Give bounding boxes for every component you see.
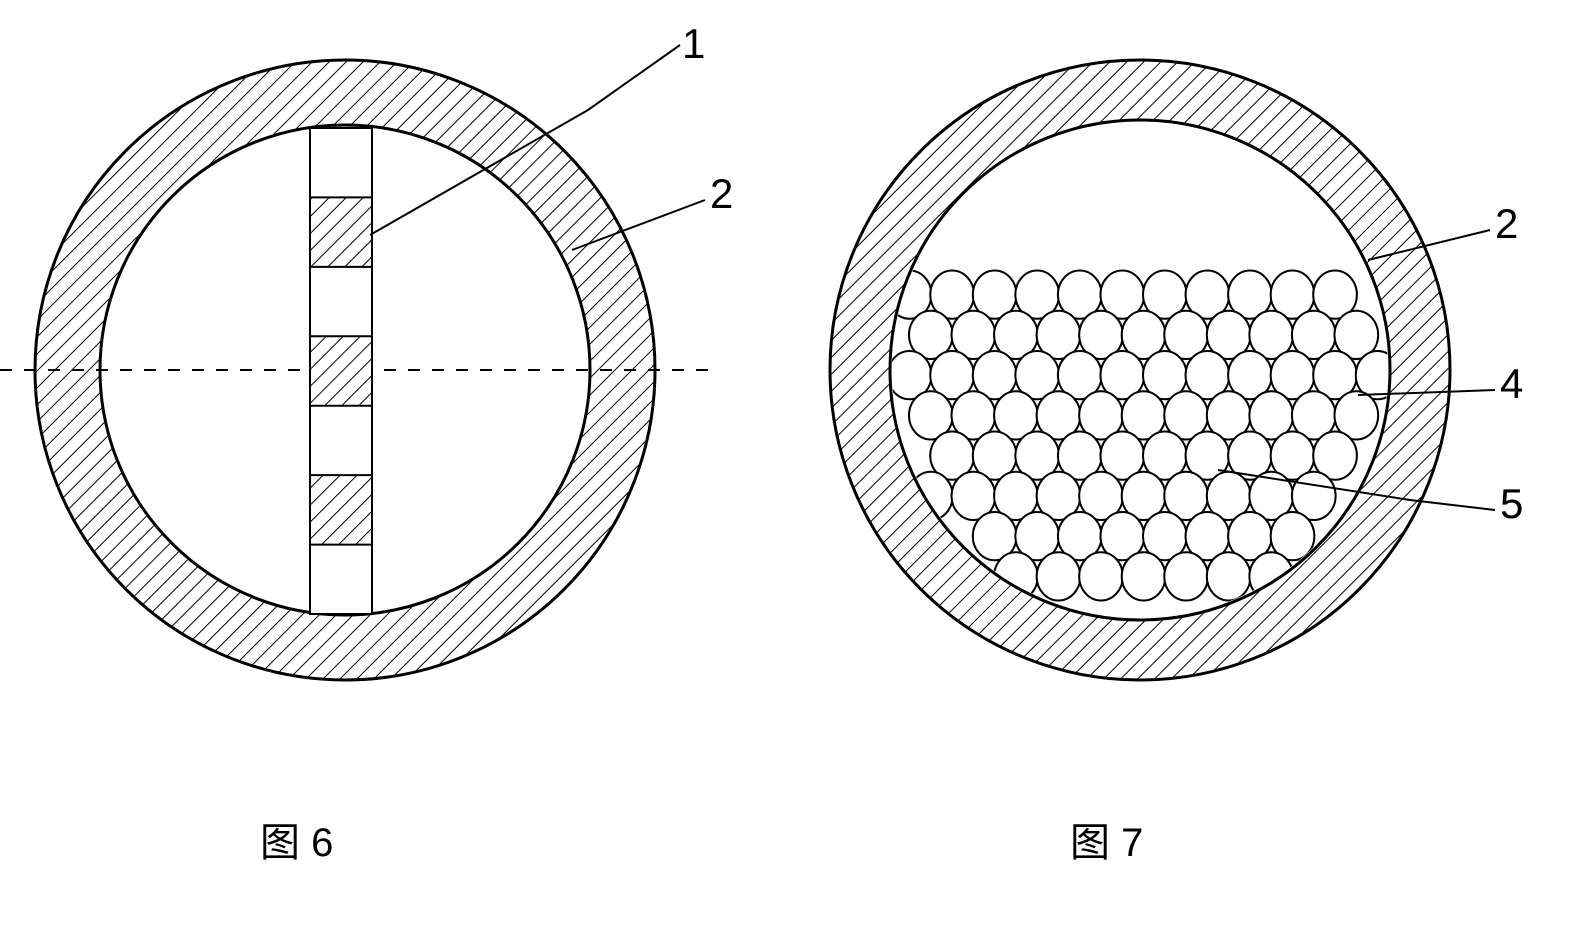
figure7-caption: 图 7 [1070, 810, 1143, 868]
figure7-label-2: 2 [1495, 200, 1518, 248]
figure7-label-5: 5 [1500, 480, 1523, 528]
figure6-caption: 图 6 [260, 810, 333, 868]
figure6-label-1: 1 [682, 20, 705, 68]
diagram-svg [0, 0, 1578, 948]
figure7-label-4: 4 [1500, 360, 1523, 408]
figure6-label-2: 2 [710, 170, 733, 218]
